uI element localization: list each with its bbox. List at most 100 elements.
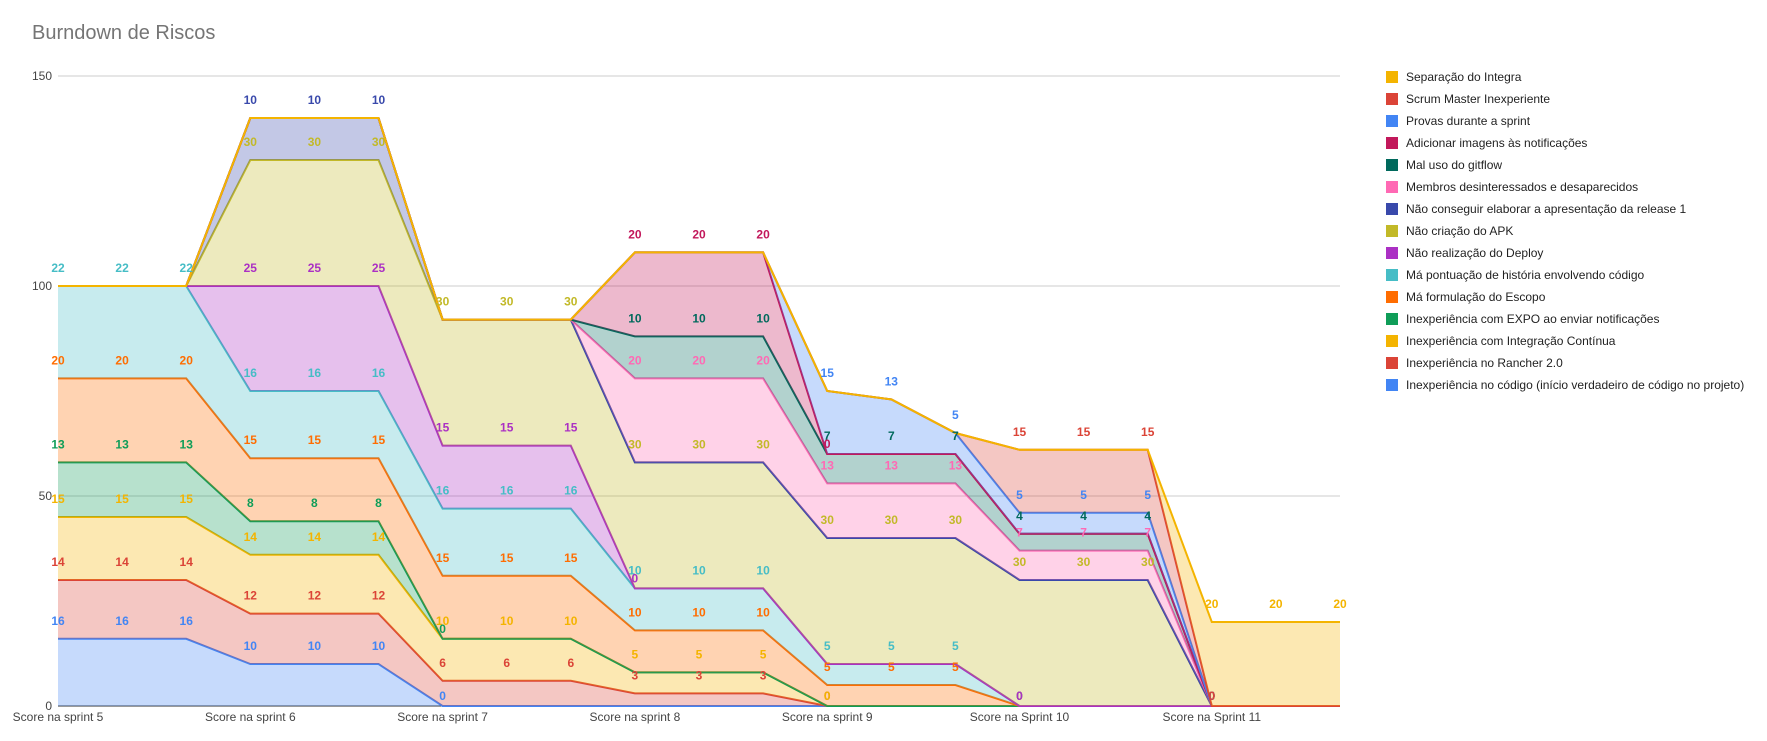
data-label: 20 [1205, 597, 1219, 611]
data-label: 10 [692, 563, 706, 577]
data-label: 14 [372, 530, 386, 544]
data-label: 10 [372, 639, 386, 653]
data-label: 5 [760, 647, 767, 661]
data-label: 10 [500, 614, 514, 628]
data-label: 0 [439, 622, 446, 636]
legend-item: Inexperiência no Rancher 2.0 [1386, 352, 1744, 374]
legend-label: Não criação do APK [1406, 224, 1514, 238]
data-label: 5 [1080, 488, 1087, 502]
data-label: 30 [244, 135, 258, 149]
data-label: 20 [1333, 597, 1347, 611]
legend-item: Mal uso do gitflow [1386, 154, 1744, 176]
chart-legend: Separação do Integra Scrum Master Inexper… [1386, 66, 1744, 396]
data-label: 13 [821, 458, 835, 472]
data-label: 10 [756, 563, 770, 577]
data-label: 30 [949, 513, 963, 527]
legend-swatch [1386, 269, 1398, 281]
legend-swatch [1386, 137, 1398, 149]
data-label: 5 [824, 660, 831, 674]
data-label: 5 [1016, 488, 1023, 502]
data-label: 8 [311, 496, 318, 510]
data-label: 0 [439, 689, 446, 703]
data-label: 30 [628, 437, 642, 451]
data-label: 15 [564, 421, 578, 435]
data-label: 15 [564, 551, 578, 565]
data-label: 30 [436, 295, 450, 309]
data-label: 15 [436, 421, 450, 435]
data-label: 0 [1016, 689, 1023, 703]
data-label: 14 [51, 555, 65, 569]
legend-swatch [1386, 357, 1398, 369]
series-area [58, 286, 1340, 706]
legend-label: Inexperiência com EXPO ao enviar notific… [1406, 312, 1660, 326]
legend-swatch [1386, 313, 1398, 325]
data-label: 15 [115, 492, 129, 506]
data-label: 20 [51, 353, 65, 367]
data-label: 7 [952, 429, 959, 443]
data-label: 13 [115, 437, 129, 451]
data-label: 5 [1144, 488, 1151, 502]
legend-swatch [1386, 335, 1398, 347]
data-label: 8 [375, 496, 382, 510]
data-label: 20 [692, 227, 706, 241]
legend-item: Não realização do Deploy [1386, 242, 1744, 264]
data-label: 15 [821, 366, 835, 380]
legend-swatch [1386, 115, 1398, 127]
legend-label: Separação do Integra [1406, 70, 1522, 84]
data-label: 15 [500, 551, 514, 565]
data-label: 15 [500, 421, 514, 435]
legend-item: Membros desinteressados e desaparecidos [1386, 176, 1744, 198]
legend-swatch [1386, 225, 1398, 237]
data-label: 20 [115, 353, 129, 367]
data-label: 30 [372, 135, 386, 149]
legend-label: Inexperiência com Integração Contínua [1406, 334, 1616, 348]
data-label: 12 [244, 589, 258, 603]
data-label: 7 [824, 429, 831, 443]
data-label: 30 [885, 513, 899, 527]
data-label: 6 [567, 656, 574, 670]
legend-item: Separação do Integra [1386, 66, 1744, 88]
data-label: 10 [692, 605, 706, 619]
legend-item: Inexperiência no código (início verdadei… [1386, 374, 1744, 396]
data-label: 15 [51, 492, 65, 506]
data-label: 0 [1208, 689, 1215, 703]
data-label: 7 [1080, 526, 1087, 540]
data-label: 13 [51, 437, 65, 451]
series-area [58, 378, 1340, 706]
series-area [58, 638, 1340, 706]
data-label: 16 [372, 366, 386, 380]
data-label: 15 [244, 433, 258, 447]
data-label: 4 [1144, 509, 1151, 523]
legend-item: Inexperiência com Integração Contínua [1386, 330, 1744, 352]
data-label: 15 [308, 433, 322, 447]
data-label: 3 [632, 668, 639, 682]
data-label: 3 [696, 668, 703, 682]
data-label: 10 [372, 93, 386, 107]
data-label: 10 [628, 605, 642, 619]
data-label: 0 [1208, 689, 1215, 703]
legend-label: Mal uso do gitflow [1406, 158, 1503, 172]
data-label: 0 [632, 571, 639, 585]
x-tick-label: Score na sprint 8 [590, 710, 681, 724]
data-label: 13 [180, 437, 194, 451]
data-label: 15 [1141, 425, 1155, 439]
data-label: 5 [888, 639, 895, 653]
series-area [58, 118, 1340, 706]
legend-label: Má formulação do Escopo [1406, 290, 1546, 304]
data-label: 20 [1269, 597, 1283, 611]
data-label: 5 [696, 647, 703, 661]
legend-label: Má pontuação de história envolvendo códi… [1406, 268, 1645, 282]
series-line [58, 117, 1340, 623]
data-label: 20 [628, 353, 642, 367]
series-area [58, 517, 1340, 706]
legend-item: Má pontuação de história envolvendo códi… [1386, 264, 1744, 286]
data-label: 10 [564, 614, 578, 628]
data-label: 15 [372, 433, 386, 447]
legend-item: Provas durante a sprint [1386, 110, 1744, 132]
data-label: 20 [756, 353, 770, 367]
data-label: 10 [692, 311, 706, 325]
data-label: 5 [632, 647, 639, 661]
data-label: 14 [115, 555, 129, 569]
legend-label: Membros desinteressados e desaparecidos [1406, 180, 1639, 194]
legend-swatch [1386, 181, 1398, 193]
